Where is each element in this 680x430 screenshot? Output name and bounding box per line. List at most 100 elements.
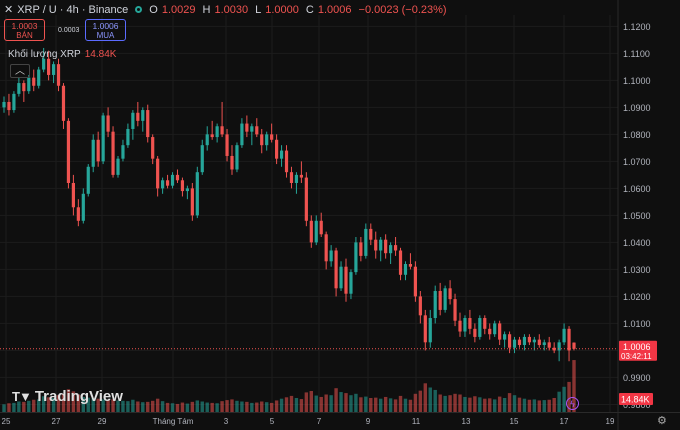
market-status-icon [135,6,143,13]
y-tick-label: 1.0500 [623,211,651,221]
volume-bar [448,395,452,412]
candle-body [12,93,16,111]
candle-body [190,188,194,216]
candle-body [200,145,204,173]
volume-bar [165,402,170,412]
candle-body [314,220,318,243]
volume-bar [27,400,31,412]
volume-bar [403,398,408,412]
volume-bar [378,398,383,412]
candle-body [245,123,249,132]
volume-bar [91,398,95,412]
volume-bar [428,387,432,412]
tradingview-logo[interactable]: T▼ TradingView [12,388,123,405]
candle-body [37,69,41,86]
chevron-up-icon[interactable]: ︿ [10,64,30,78]
symbol-title[interactable]: XRP / U · 4h · Binance [17,3,129,16]
candle-body [344,266,348,294]
volume-bar [230,399,234,412]
volume-bar [2,404,6,412]
y-tick-label: 1.0100 [623,319,651,329]
volume-bar [443,395,447,412]
volume-bar [324,394,328,412]
candle-body [418,296,422,316]
y-tick-label: 1.0300 [623,265,651,275]
candle-body [81,193,85,221]
volume-bar [284,397,289,412]
candle-body [309,220,313,243]
candle-body [334,250,338,289]
candle-body [27,77,31,92]
volume-bar [185,403,190,412]
candle-body [2,101,6,108]
volume-bar [364,396,368,412]
volume-bar [146,401,150,412]
volume-bar [22,401,26,412]
sell-label: BÁN [16,31,33,40]
volume-bar [274,400,279,412]
last-price-label: 1.0006 [623,342,651,352]
candle-body [403,264,408,275]
volume-label: Khối lượng XRP [8,49,81,60]
volume-bar [497,396,502,412]
candle-body [374,239,378,251]
candle-body [379,239,383,251]
chart-header: ✕ XRP / U · 4h · Binance O 1.0029 H 1.0030… [4,3,450,17]
x-axis[interactable]: 25 27 29 Tháng Tám 3 5 7 9 11 13 15 17 19 [2,417,615,426]
volume-bar [532,399,537,412]
candle-body [175,174,180,181]
candle-body [136,112,140,121]
y-tick-label: 1.0600 [623,184,651,194]
volume-bar [502,398,507,412]
buy-price: 1.0006 [92,21,119,31]
sell-button[interactable]: 1.0003 BÁN [4,19,45,41]
candle-body [478,318,482,337]
volume-bar [388,398,393,412]
lightning-icon[interactable]: ϟ [566,397,579,410]
volume-bar [552,398,556,412]
buy-button[interactable]: 1.0006 MUA [85,19,126,41]
candle-body [101,115,105,162]
volume-bar [438,394,442,412]
candle-body [522,336,527,346]
volume-bar [41,396,46,412]
x-tick-label: 19 [606,417,615,426]
candle-body [210,134,214,138]
volume-bar [418,390,423,412]
open-value: 1.0029 [161,3,196,16]
candle-body [225,134,229,156]
candle-body [299,174,303,178]
candle-body [354,242,358,273]
candle-body [359,242,363,256]
candle-body [185,188,189,192]
tradingview-logo-text: TradingView [34,388,123,405]
volume-bar [374,397,378,412]
candle-body [161,180,165,189]
candle-body [116,158,120,175]
candle-body [324,234,328,262]
volume-bar [190,401,195,412]
y-tick-label: 1.0700 [623,157,651,167]
volume-bar [329,395,333,412]
volume-bar [175,403,180,412]
candle-body [413,266,417,297]
close-icon[interactable]: ✕ [4,4,14,16]
y-tick-label: 1.1000 [623,76,651,86]
candle-body [7,101,11,111]
candle-body [552,347,556,351]
y-tick-label: 1.1200 [623,22,651,32]
volume-bar [304,392,309,412]
volume-bar [141,402,145,412]
candle-body [121,145,125,159]
candle-body [22,83,26,92]
volume-bar [66,389,71,412]
volume-value: 14.84K [84,49,117,60]
candle-body [364,228,368,256]
candle-body [547,342,551,348]
candle-body [369,228,373,240]
volume-bar [210,402,214,412]
close-value: 1.0006 [317,3,352,16]
candle-body [165,180,170,186]
gear-icon[interactable]: ⚙ [657,415,667,427]
